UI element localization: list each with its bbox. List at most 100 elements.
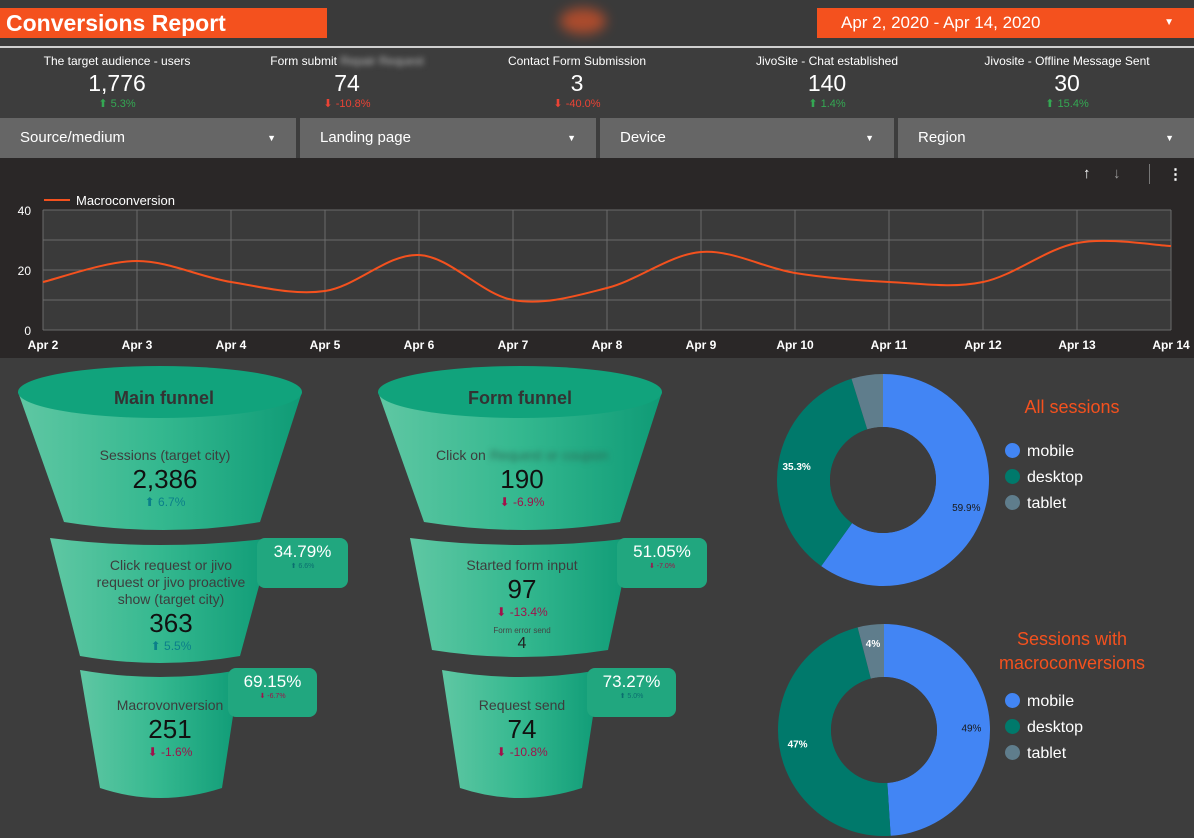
x-tick-label: Apr 5 — [310, 338, 341, 352]
macroconversion-chart[interactable]: 0 20 40 Apr 2 Apr 3 Apr 4 Apr 5 Apr 6 Apr 7 Apr 8… — [0, 158, 1194, 358]
arrow-down-icon: ⬇ — [553, 98, 563, 110]
arrow-up-icon: ⬆ — [1045, 98, 1055, 110]
legend-mobile[interactable]: mobile — [1005, 693, 1074, 711]
stage-label: Click request or jivo request or jivo pr… — [96, 557, 246, 607]
arrow-down-icon: ⬇ — [499, 495, 510, 509]
form-funnel-title: Form funnel — [468, 388, 572, 408]
donut-slice-tablet — [857, 624, 884, 679]
form-funnel-stage-started-input[interactable]: Started form input 97 ⬇ -13.4% Form erro… — [437, 557, 607, 653]
filter-device[interactable]: Device ▼ — [600, 118, 894, 158]
main-funnel-rate-1[interactable]: 34.79% ⬆ 6.6% — [257, 538, 348, 588]
stage-change-value: -6.9% — [513, 495, 545, 509]
donut-hole — [830, 427, 936, 533]
macroconversions-donut[interactable]: 49% 47% 4% — [776, 622, 992, 838]
x-tick-label: Apr 10 — [776, 338, 814, 352]
arrow-up-icon: ⬆ — [619, 693, 626, 700]
form-funnel — [360, 360, 720, 838]
form-funnel-rate-1[interactable]: 51.05% ⬇ -7.0% — [617, 538, 707, 588]
form-funnel-rate-2[interactable]: 73.27% ⬆ 5.0% — [587, 668, 676, 717]
page-title: Conversions Report — [0, 8, 327, 38]
x-tick-label: Apr 13 — [1058, 338, 1096, 352]
y-tick-label: 20 — [18, 264, 32, 278]
kpi-scorecard-chat-established[interactable]: JivoSite - Chat established 140 ⬆ 1.4% — [710, 54, 944, 110]
legend-label: desktop — [1027, 719, 1084, 736]
legend-desktop[interactable]: desktop — [1005, 469, 1083, 487]
kpi-scorecard-contact-form[interactable]: Contact Form Submission 3 ⬇ -40.0% — [460, 54, 694, 110]
arrow-down-icon: ⬇ — [259, 693, 266, 700]
stage-change-value: 6.7% — [158, 495, 186, 509]
rate-value: 73.27% — [602, 672, 661, 691]
x-tick-label: Apr 2 — [28, 338, 59, 352]
donut-slice-tablet — [851, 374, 883, 430]
all-sessions-donut[interactable]: 59.9% 35.3% — [775, 372, 991, 588]
form-error-label: Form error send — [493, 626, 551, 635]
stage-change-value: -10.8% — [509, 745, 548, 759]
kpi-change-value: 15.4% — [1057, 98, 1089, 110]
stage-change: ⬇ -10.8% — [442, 745, 602, 759]
x-tick-label: Apr 8 — [592, 338, 623, 352]
x-tick-label: Apr 11 — [871, 338, 908, 352]
filter-landing-page[interactable]: Landing page ▼ — [300, 118, 596, 158]
kpi-scorecard-form-submit[interactable]: Form submit Repair Request 74 ⬇ -10.8% — [230, 54, 464, 110]
y-tick-label: 0 — [24, 324, 31, 338]
rate-change: ⬆ 5.0% — [587, 692, 676, 700]
y-tick-label: 40 — [18, 204, 32, 218]
caret-down-icon: ▼ — [267, 133, 276, 143]
caret-down-icon: ▼ — [567, 133, 576, 143]
sort-ascending-icon[interactable]: ↑ — [1083, 165, 1091, 182]
kpi-scorecard-offline-message[interactable]: Jivosite - Offline Message Sent 30 ⬆ 15.… — [950, 54, 1184, 110]
kpi-label: Form submit Repair Request — [230, 54, 464, 68]
kpi-scorecard-target-audience[interactable]: The target audience - users 1,776 ⬆ 5.3% — [0, 54, 234, 110]
stage-change: ⬇ -6.9% — [412, 495, 632, 509]
filter-source-medium[interactable]: Source/medium ▼ — [0, 118, 296, 158]
more-options-icon[interactable]: ⋮ — [1168, 166, 1183, 183]
stage-label: Sessions (target city) — [99, 447, 231, 463]
form-funnel-stage-click[interactable]: Click on Request or coupon 190 ⬇ -6.9% — [412, 447, 632, 509]
legend-dot-mobile — [1005, 693, 1020, 708]
legend-mobile[interactable]: mobile — [1005, 443, 1074, 461]
form-funnel-stage-request-send[interactable]: Request send 74 ⬇ -10.8% — [442, 697, 602, 759]
all-sessions-title: All sessions — [1024, 397, 1120, 417]
sort-descending-icon[interactable]: ↓ — [1113, 165, 1121, 182]
legend-label: mobile — [1027, 443, 1075, 460]
kpi-change-value: 1.4% — [820, 98, 846, 110]
macro-sessions-title: Sessions with macroconversions — [998, 629, 1146, 673]
donut-slice-label: 4% — [866, 639, 881, 650]
kpi-label-blurred: Repair Request — [340, 54, 424, 68]
legend-tablet[interactable]: tablet — [1005, 495, 1066, 513]
arrow-down-icon: ⬇ — [496, 605, 507, 619]
stage-label: Started form input — [466, 557, 578, 573]
donut-slice-mobile — [821, 374, 989, 586]
main-funnel-shape — [18, 366, 302, 798]
stage-change: ⬆ 5.5% — [88, 639, 254, 653]
rate-change-value: 5.0% — [627, 693, 644, 700]
legend-dot-mobile — [1005, 443, 1020, 458]
legend-desktop[interactable]: desktop — [1005, 719, 1083, 737]
kpi-label: The target audience - users — [43, 54, 191, 68]
main-funnel-stage-sessions[interactable]: Sessions (target city) 2,386 ⬆ 6.7% — [60, 447, 270, 509]
rate-change: ⬇ -6.7% — [228, 692, 317, 700]
legend-tablet[interactable]: tablet — [1005, 745, 1066, 763]
x-tick-label: Apr 9 — [686, 338, 717, 352]
date-range-picker[interactable]: Apr 2, 2020 - Apr 14, 2020 ▼ — [817, 8, 1194, 38]
rate-change-value: -6.7% — [267, 693, 286, 700]
filter-region[interactable]: Region ▼ — [898, 118, 1194, 158]
main-funnel-rate-2[interactable]: 69.15% ⬇ -6.7% — [228, 668, 317, 717]
main-funnel-stage-macroconversion[interactable]: Macrovonversion 251 ⬇ -1.6% — [90, 697, 250, 759]
kpi-change: ⬇ -10.8% — [230, 97, 464, 110]
form-error-value: 4 — [517, 635, 527, 652]
arrow-up-icon: ⬆ — [290, 563, 297, 570]
x-tick-label: Apr 6 — [404, 338, 435, 352]
legend-label: Macroconversion — [76, 193, 175, 208]
filter-label: Source/medium — [20, 129, 126, 146]
kpi-label: Contact Form Submission — [507, 54, 647, 68]
stage-value: 190 — [500, 464, 544, 494]
stage-value: 2,386 — [132, 464, 198, 494]
filter-label: Device — [620, 129, 666, 146]
caret-down-icon: ▼ — [1164, 17, 1174, 28]
main-funnel-stage-click-request[interactable]: Click request or jivo request or jivo pr… — [88, 557, 254, 653]
donut-slice-label: 47% — [788, 740, 808, 751]
legend-label: tablet — [1027, 495, 1067, 512]
report-header: Conversions Report Apr 2, 2020 - Apr 14,… — [0, 0, 1194, 46]
caret-down-icon: ▼ — [1165, 133, 1174, 143]
